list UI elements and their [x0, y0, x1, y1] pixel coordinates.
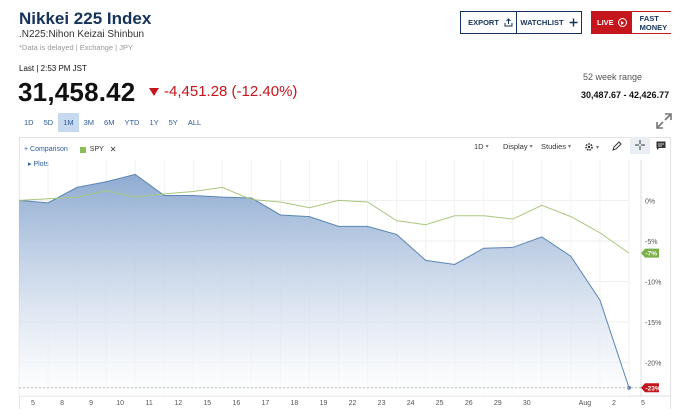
y-tick-label: -20% — [645, 361, 661, 368]
plots-toggle[interactable]: ▸ Plots — [28, 161, 50, 168]
symbol-subtitle: .N225:Nihon Keizai Shinbun — [19, 29, 145, 40]
tab-ytd[interactable]: YTD — [124, 118, 140, 127]
x-tick-label: 24 — [407, 400, 415, 407]
x-tick-label: 9 — [89, 400, 93, 407]
x-tick-label: 22 — [349, 400, 357, 407]
spy-end-badge-label: -7% — [646, 251, 658, 258]
x-tick-label: 15 — [203, 400, 211, 407]
x-tick-label: 2 — [612, 400, 616, 407]
watchlist-label: WATCHLIST — [520, 18, 564, 27]
price-change-value: -4,451.28 (-12.40%) — [164, 83, 298, 100]
x-tick-label: 18 — [291, 400, 299, 407]
week-range-label: 52 week range — [583, 72, 643, 82]
share-icon — [504, 18, 513, 27]
play-icon — [617, 18, 627, 27]
down-arrow-icon — [149, 87, 159, 96]
display-label: Display — [503, 142, 528, 151]
live-badge: LIVE — [592, 12, 632, 33]
tab-all[interactable]: ALL — [187, 118, 202, 127]
chevron-down-icon: ▾ — [568, 144, 572, 150]
nikkei-end-badge-label: -23% — [646, 385, 661, 392]
spy-end-badge — [641, 248, 659, 258]
x-tick-label: 17 — [261, 400, 269, 407]
comment-icon[interactable] — [656, 141, 666, 151]
studies-label: Studies — [541, 142, 567, 151]
last-price: 31,458.42 — [18, 77, 136, 107]
tab-1d[interactable]: 1D — [24, 118, 34, 127]
crosshair-icon — [635, 140, 645, 150]
x-tick-label: 30 — [523, 400, 531, 407]
comparison-row: + Comparison SPY ✕ — [24, 145, 117, 154]
interval-label: 1D — [474, 142, 484, 151]
tab-3m[interactable]: 3M — [83, 118, 95, 127]
x-tick-label: 19 — [320, 400, 328, 407]
live-fast-money-button[interactable]: LIVE FAST MONEY — [591, 11, 676, 34]
pencil-icon[interactable] — [612, 141, 622, 151]
x-tick-label: 26 — [465, 400, 473, 407]
x-tick-label: 23 — [378, 400, 386, 407]
interval-select[interactable]: 1D ▾ — [474, 142, 489, 151]
x-tick-label: 5 — [31, 400, 35, 407]
display-select[interactable]: Display ▾ — [503, 142, 533, 151]
watchlist-button[interactable]: WATCHLIST — [516, 11, 582, 34]
y-tick-label: 0% — [645, 198, 655, 205]
x-tick-label: Aug — [579, 400, 592, 407]
tab-5y[interactable]: 5Y — [168, 118, 178, 127]
spy-line — [18, 186, 630, 254]
settings-button[interactable]: ▾ — [584, 142, 599, 152]
spy-label: SPY — [89, 146, 104, 153]
nikkei-line — [18, 173, 630, 388]
chevron-down-icon: ▾ — [596, 144, 600, 151]
y-tick-label: -15% — [645, 320, 661, 327]
x-tick-label: 25 — [436, 400, 444, 407]
tab-6m[interactable]: 6M — [104, 118, 115, 127]
gear-icon — [585, 143, 593, 151]
chevron-down-icon: ▾ — [529, 144, 533, 150]
x-tick-label: 29 — [494, 400, 502, 407]
last-trade-label: Last | 2:53 PM JST — [19, 64, 87, 73]
tab-5d[interactable]: 5D — [43, 118, 54, 127]
live-label: LIVE — [597, 18, 614, 27]
crosshair-button[interactable] — [630, 137, 650, 154]
x-tick-label: 11 — [146, 400, 153, 407]
export-label: EXPORT — [468, 18, 499, 27]
y-tick-label: -5% — [645, 239, 657, 246]
expand-icon[interactable] — [656, 113, 672, 129]
range-tabs: 1D 5D 1M 3M 6M YTD 1Y 5Y ALL — [19, 113, 206, 132]
add-comparison-button[interactable]: + Comparison — [24, 146, 68, 153]
price-change: -4,451.28 (-12.40%) — [149, 83, 297, 100]
tab-1m[interactable]: 1M — [58, 113, 79, 132]
spy-swatch — [79, 146, 86, 153]
x-tick-label: 16 — [232, 400, 240, 407]
x-tick-label: 12 — [174, 400, 182, 407]
plus-icon — [569, 18, 578, 27]
remove-comparison-icon[interactable]: ✕ — [109, 145, 117, 154]
nikkei-area-fill — [19, 174, 629, 396]
page-title: Nikkei 225 Index — [19, 9, 152, 28]
x-tick-label: 10 — [116, 400, 124, 407]
data-delay-note: *Data is delayed | Exchange | JPY — [19, 43, 133, 52]
studies-select[interactable]: Studies ▾ — [541, 142, 571, 151]
y-tick-label: -10% — [645, 280, 661, 287]
nikkei-end-badge — [641, 383, 659, 393]
week-range-value: 30,487.67 - 42,426.77 — [581, 90, 670, 100]
chevron-down-icon: ▾ — [485, 144, 489, 150]
tab-1y[interactable]: 1Y — [149, 118, 159, 127]
fast-money-label: FAST MONEY — [631, 12, 676, 33]
x-tick-label: 8 — [60, 400, 64, 407]
x-tick-label: 5 — [641, 400, 645, 407]
